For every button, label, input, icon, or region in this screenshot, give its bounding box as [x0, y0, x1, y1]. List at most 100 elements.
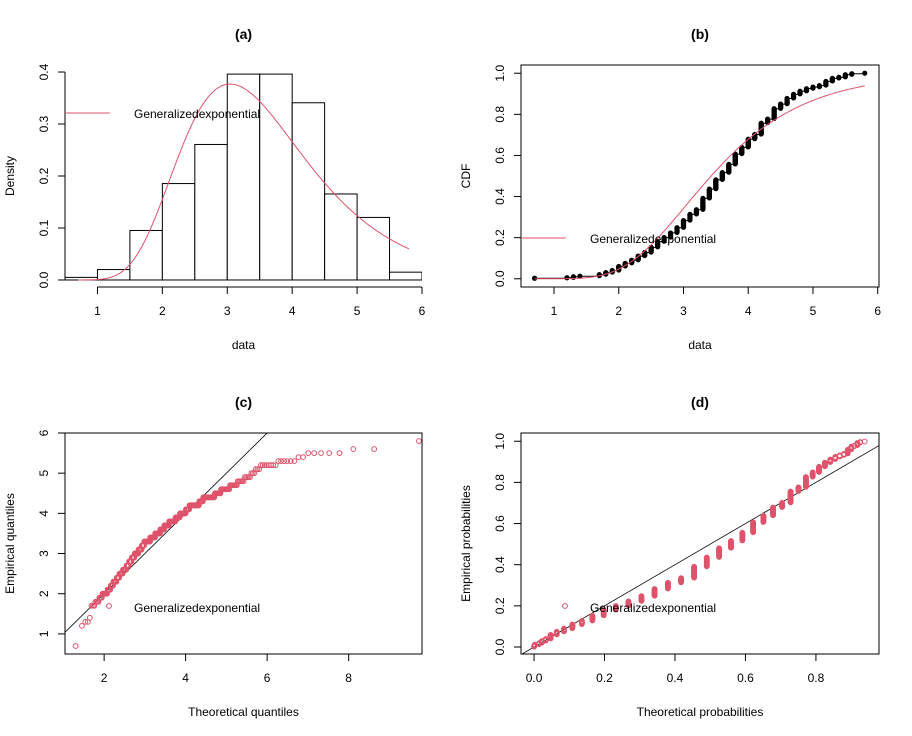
ecdf-point — [765, 116, 771, 122]
y-tick-label: 0.4 — [37, 63, 51, 80]
x-tick-label: 5 — [810, 304, 817, 318]
chart-title: (a) — [235, 26, 252, 42]
qq-point — [86, 614, 93, 621]
pp-point — [770, 504, 776, 511]
ecdf-point — [616, 263, 622, 270]
ecdf-point — [642, 249, 648, 256]
qq-point — [275, 458, 282, 465]
histogram-bar — [161, 183, 196, 281]
y-tick-label: 0.0 — [37, 271, 51, 288]
x-axis-label: Theoretical probabilities — [637, 705, 764, 719]
fitted-cdf-curve — [534, 85, 865, 280]
x-tick-label: 4 — [745, 304, 752, 318]
ecdf-point — [797, 88, 803, 94]
x-tick-label: 0.0 — [526, 671, 543, 685]
qq-point — [318, 450, 324, 456]
pp-point — [612, 603, 619, 609]
legend-label: Generalizedexponential — [590, 232, 716, 246]
ecdf-point — [713, 177, 719, 183]
ecdf-point — [849, 71, 855, 77]
ecdf-point — [687, 211, 693, 217]
y-axis-label: Density — [3, 156, 17, 196]
y-tick-label: 5 — [37, 470, 51, 477]
pp-point — [625, 598, 632, 605]
histogram-bar — [356, 216, 391, 281]
ecdf-point — [836, 74, 842, 80]
panel-d: (d) Theoretical probabilities Empirical pr… — [459, 394, 880, 719]
histogram-bar — [226, 73, 261, 281]
pp-point — [848, 443, 855, 450]
y-tick-label: 0.0 — [493, 270, 507, 287]
x-tick-label: 1 — [94, 304, 101, 318]
fitted-density-curve — [77, 83, 410, 281]
pp-point — [664, 579, 671, 586]
y-tick-label: 0.2 — [37, 167, 51, 184]
ecdf-point — [842, 72, 848, 78]
pp-point — [691, 563, 697, 570]
reference-line — [521, 445, 879, 654]
qq-point — [287, 458, 294, 465]
pp-point — [547, 631, 554, 638]
x-tick-label: 6 — [874, 304, 881, 318]
x-tick-label: 6 — [264, 671, 271, 685]
legend: Generalizedexponential — [106, 601, 260, 615]
y-axis-label: CDF — [459, 164, 473, 189]
chart-title: (d) — [691, 394, 709, 410]
qq-point — [291, 458, 298, 465]
plot-area — [65, 73, 422, 281]
qq-point — [259, 462, 266, 469]
ecdf-point — [680, 217, 687, 224]
ecdf-point — [726, 161, 732, 168]
x-tick-label: 6 — [419, 304, 426, 318]
ecdf-point — [758, 120, 764, 126]
pp-point — [809, 469, 816, 476]
panel-a: (a) data Density 1 2 3 4 5 6 0.0 0.1 0.2 0.3 0.4 Gener… — [3, 26, 426, 352]
x-tick-label: 4 — [182, 671, 189, 685]
qq-point — [254, 466, 261, 473]
plot-area — [65, 433, 422, 649]
pp-point — [861, 438, 868, 445]
ecdf-point — [577, 273, 583, 279]
pp-point — [716, 545, 723, 552]
x-tick-label: 2 — [159, 304, 166, 318]
pp-point — [678, 575, 684, 582]
pp-point — [578, 618, 585, 624]
ecdf-point — [667, 230, 674, 236]
ecdf-point — [674, 225, 680, 231]
histogram-bar — [389, 271, 422, 281]
y-tick-label: 0.3 — [37, 115, 51, 132]
ecdf-point — [790, 91, 797, 97]
qq-point — [82, 618, 89, 625]
pp-point — [821, 459, 828, 466]
pp-point — [651, 586, 658, 592]
qq-point — [350, 446, 357, 452]
plot-area — [521, 438, 879, 654]
pp-point — [739, 529, 746, 536]
legend-point-icon — [562, 603, 568, 609]
x-tick-label: 5 — [354, 304, 361, 318]
ecdf-point — [693, 207, 700, 213]
ecdf-point — [661, 234, 667, 241]
y-tick-label: 0.4 — [493, 188, 507, 205]
plot-box — [64, 432, 423, 655]
x-tick-label: 0.6 — [737, 671, 754, 685]
qq-point — [79, 622, 85, 629]
y-tick-label: 0.2 — [493, 229, 507, 246]
histogram-bar — [96, 269, 131, 281]
y-tick-label: 0.0 — [493, 638, 507, 655]
ecdf-point — [777, 101, 784, 107]
pp-point — [561, 625, 567, 632]
qq-point — [258, 462, 264, 469]
x-axis-label: Theoretical quantiles — [188, 705, 299, 719]
pp-point — [728, 538, 734, 544]
ecdf-point — [564, 275, 570, 281]
chart-title: (b) — [691, 26, 709, 42]
pp-point — [703, 554, 710, 561]
x-tick-label: 0.4 — [667, 671, 684, 685]
histogram-bar — [259, 73, 293, 281]
ecdf-point — [823, 78, 829, 85]
chart-title: (c) — [235, 394, 252, 410]
pp-point — [779, 499, 786, 506]
pp-point — [802, 474, 809, 480]
legend-label: Generalizedexponential — [134, 601, 260, 615]
